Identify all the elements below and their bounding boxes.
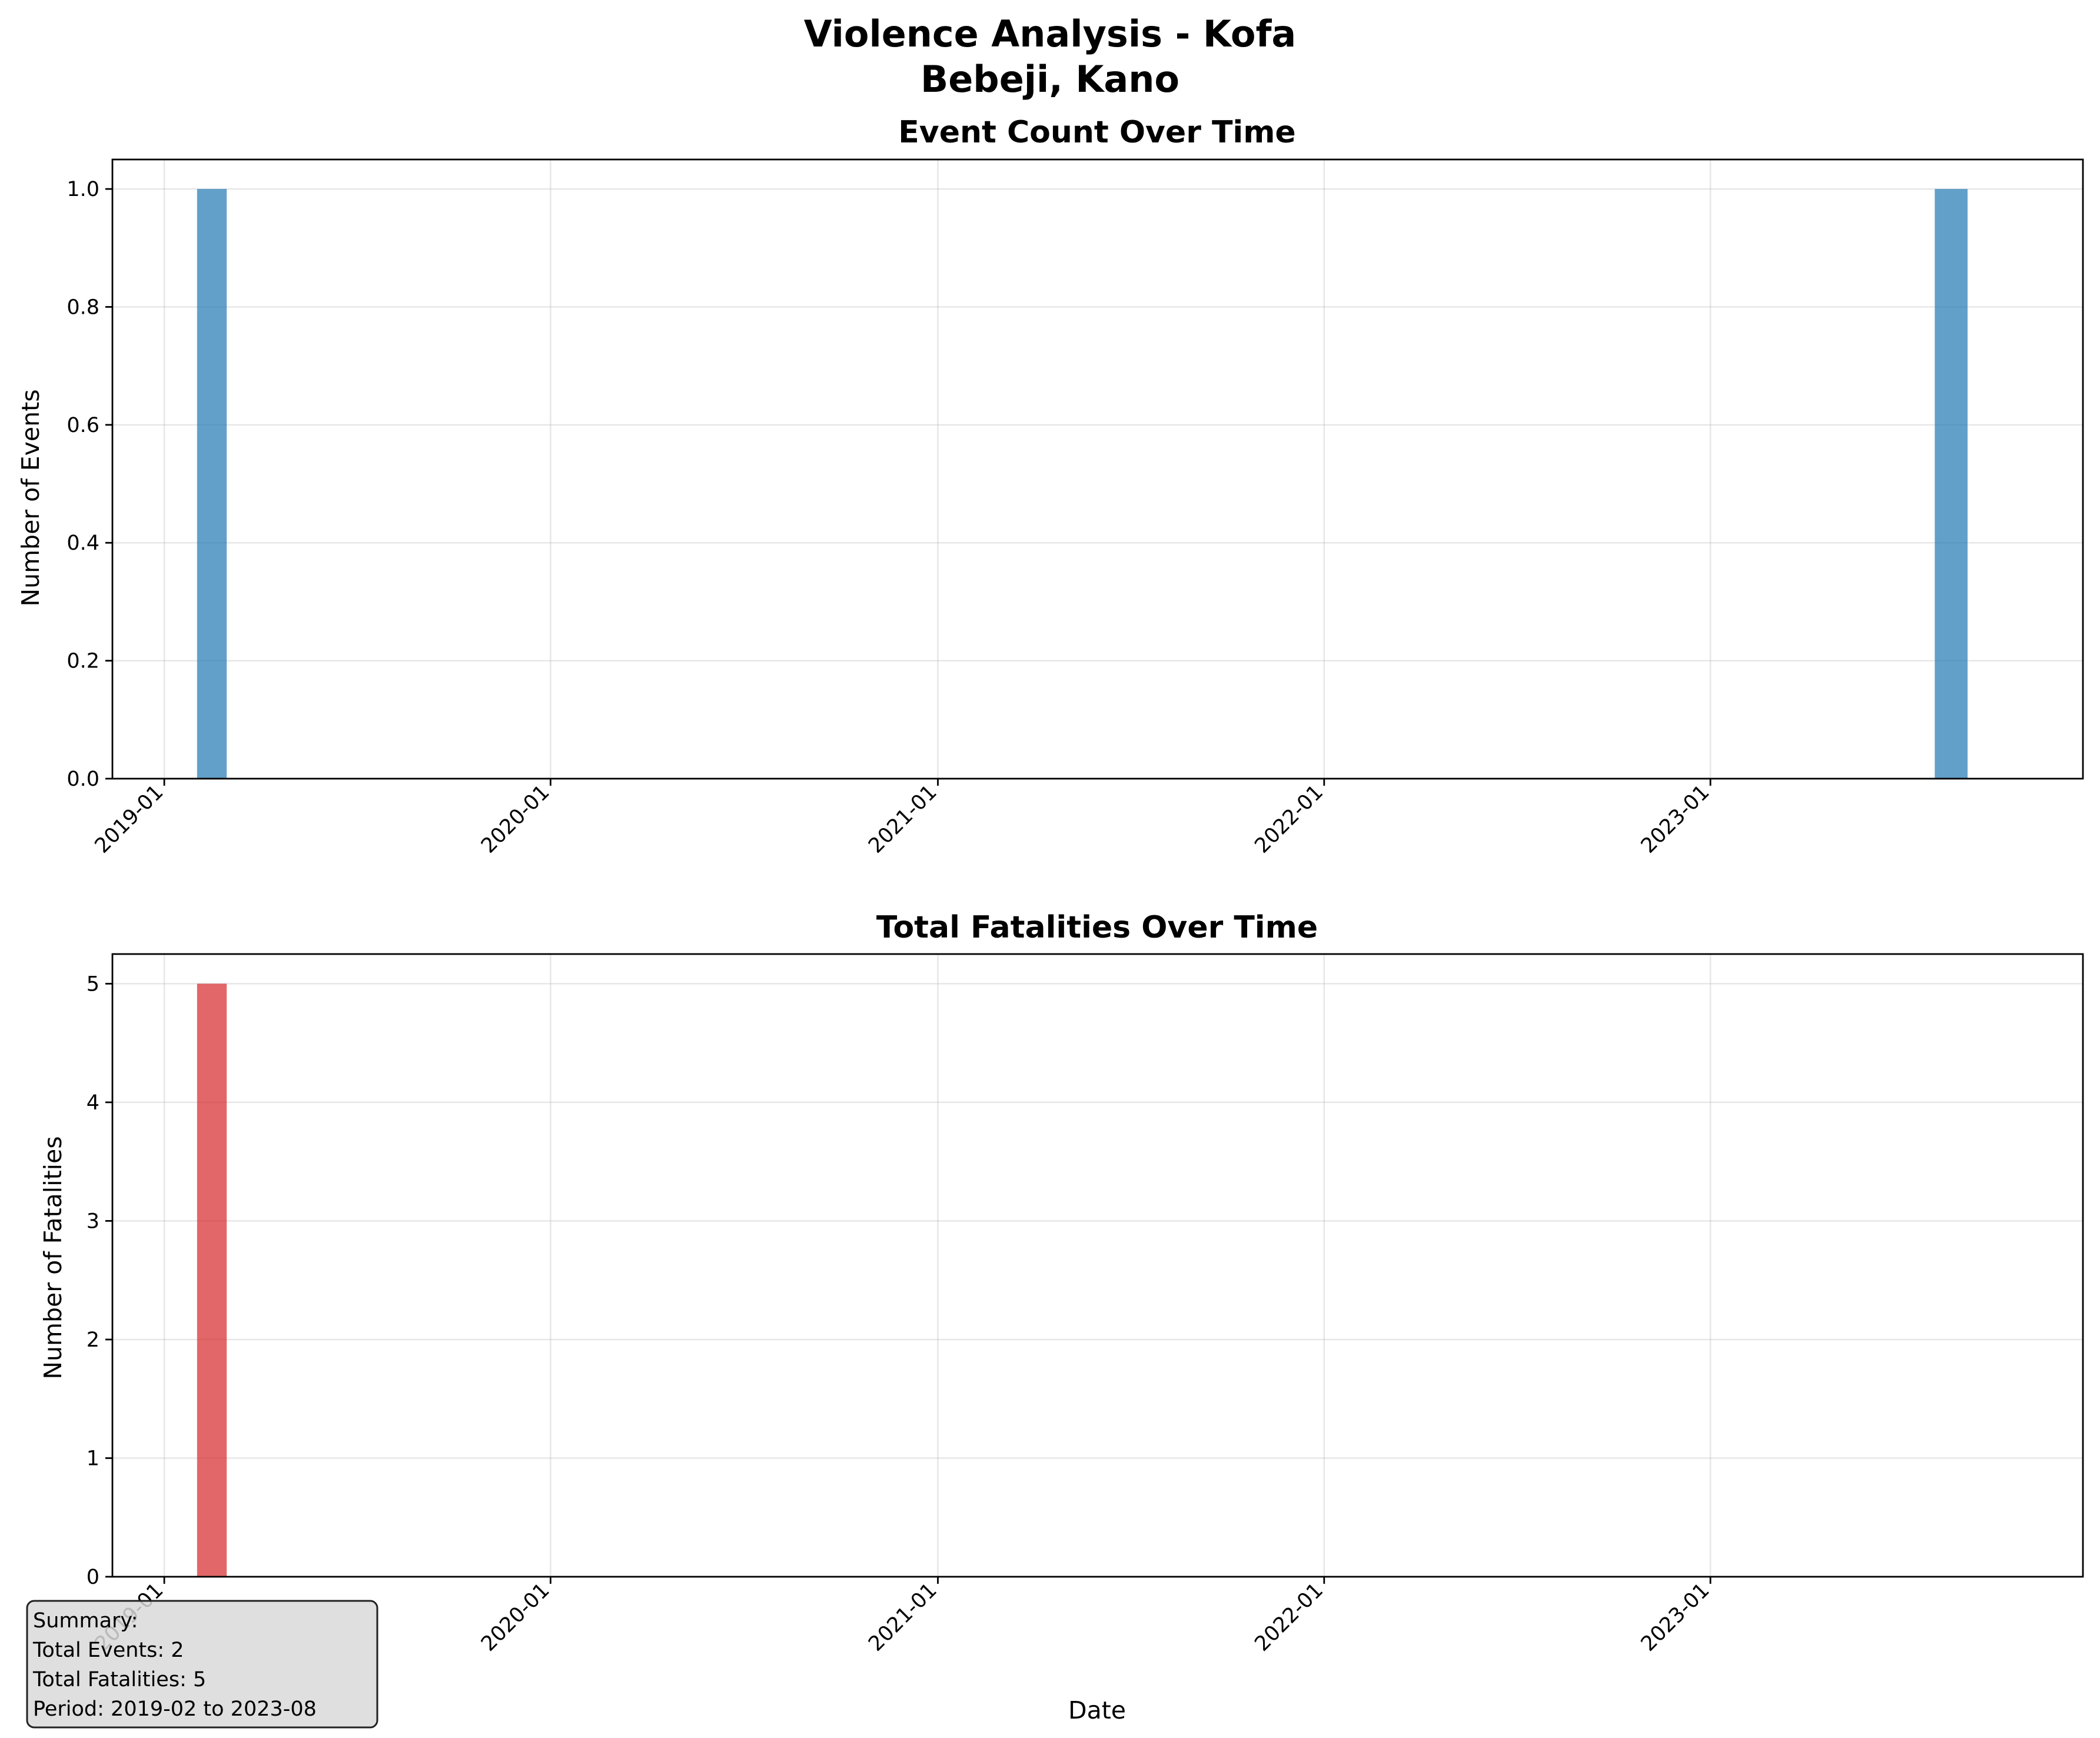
summary-box: Summary: Total Events: 2 Total Fatalitie… <box>26 1600 378 1729</box>
summary-total-events: Total Events: 2 <box>32 1639 184 1662</box>
event-count-y-tick-label: 0.4 <box>67 531 99 555</box>
fatalities-bars <box>197 983 227 1577</box>
summary-heading: Summary: <box>33 1609 138 1633</box>
fatalities-title: Total Fatalities Over Time <box>876 910 1318 945</box>
fatalities-y-tick-label: 2 <box>87 1328 99 1352</box>
event-count-bar <box>1935 189 1968 779</box>
fatalities-y-tick-label: 3 <box>87 1209 99 1233</box>
fatalities-y-tick-label: 0 <box>87 1566 99 1589</box>
fatalities-x-axis-label: Date <box>1068 1696 1126 1724</box>
event-count-y-tick-label: 0.8 <box>67 295 99 319</box>
figure-title-line2: Bebeji, Kano <box>921 58 1179 101</box>
event-count-plot-frame <box>111 158 2084 780</box>
event-count-y-tick-label: 0.0 <box>67 767 99 791</box>
fatalities-y-axis-label: Number of Fatalities <box>39 1136 67 1379</box>
fatalities-y-tick-label: 5 <box>87 972 99 996</box>
summary-period: Period: 2019-02 to 2023-08 <box>33 1697 317 1721</box>
event-count-y-axis-label: Number of Events <box>16 389 45 606</box>
fatalities-bar <box>197 983 227 1577</box>
event-count-y-tick-label: 1.0 <box>67 178 99 201</box>
event-count-y-tick-label: 0.2 <box>67 650 99 673</box>
event-count-bar <box>197 189 227 779</box>
fatalities-y-tick-label: 1 <box>87 1447 99 1470</box>
event-count-title: Event Count Over Time <box>898 115 1295 150</box>
summary-box-background <box>26 1600 378 1729</box>
figure-title-line1: Violence Analysis - Kofa <box>804 12 1297 55</box>
event-count-y-tick-label: 0.6 <box>67 414 99 437</box>
event-count-bars <box>197 189 1968 779</box>
fatalities-plot-frame <box>111 953 2084 1578</box>
fatalities-y-tick-label: 4 <box>87 1091 99 1115</box>
summary-total-fatalities: Total Fatalities: 5 <box>32 1668 206 1692</box>
